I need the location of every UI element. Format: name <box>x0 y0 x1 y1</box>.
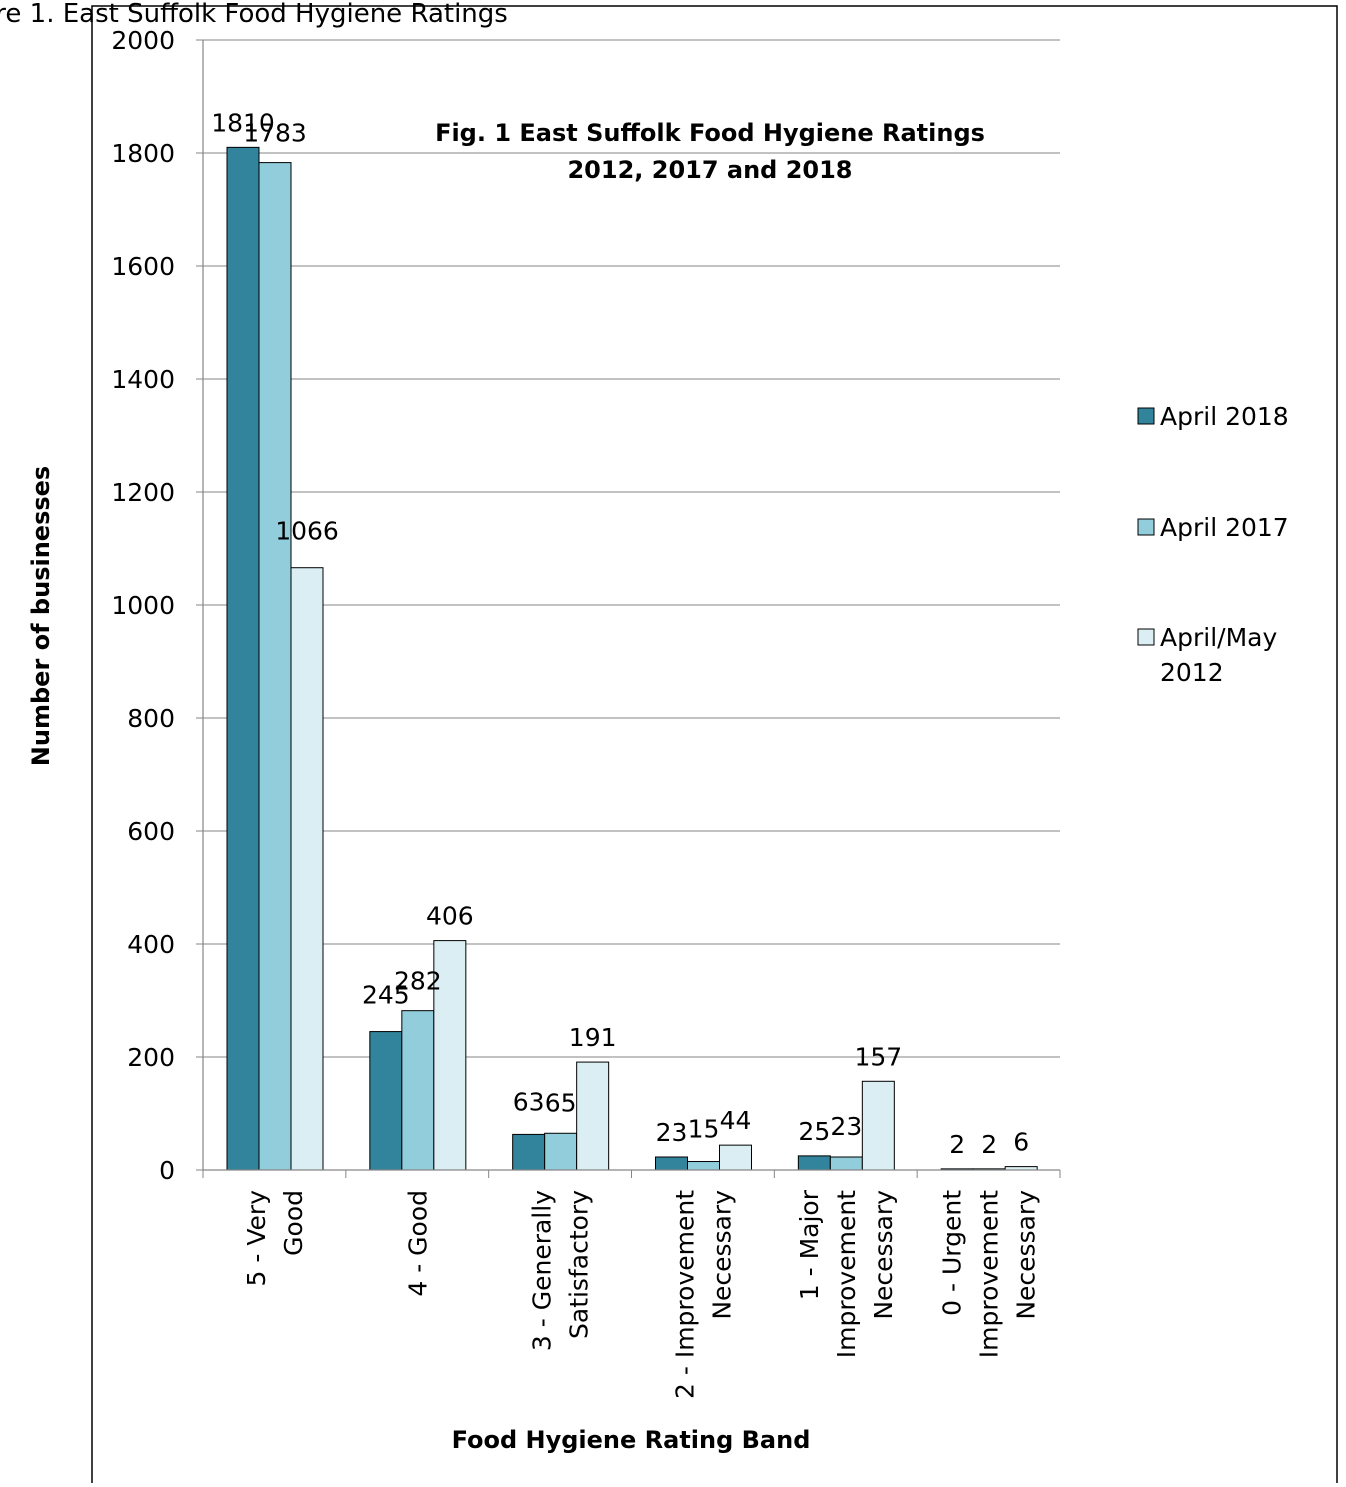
x-tick-label-1-line-0: 4 - Good <box>403 1190 432 1297</box>
data-label-april-2018-cat-1: 245 <box>362 981 410 1010</box>
legend-label-april-2017: April 2017 <box>1160 513 1289 542</box>
bar-april-2017-cat-0 <box>258 162 292 1171</box>
data-label-april-may-2012-cat-1: 406 <box>426 902 474 931</box>
chart-title-line1: Fig. 1 East Suffolk Food Hygiene Ratings <box>435 119 985 147</box>
bar-april-may-2012-cat-2 <box>576 1061 610 1171</box>
x-tick-label-4-line-0: 1 - Major <box>795 1189 824 1300</box>
gridlines <box>196 39 1060 1171</box>
y-tick-label-200: 200 <box>127 1043 175 1072</box>
bar-april-2017-cat-1 <box>401 1010 435 1171</box>
bar-april-2018-cat-0 <box>226 146 260 1171</box>
bar-april-2018-cat-2 <box>512 1133 546 1171</box>
data-label-april-may-2012-cat-0: 1066 <box>275 517 339 546</box>
legend-swatch-april-2018 <box>1137 407 1155 425</box>
data-label-april-may-2012-cat-5: 6 <box>1013 1128 1029 1157</box>
y-tick-label-600: 600 <box>127 817 175 846</box>
bar-april-may-2012-cat-4 <box>861 1080 895 1171</box>
bar-april-2018-cat-3 <box>655 1156 688 1171</box>
legend-label-april-may-2012-line-0: April/May <box>1160 623 1277 652</box>
y-axis-label: Number of businesses <box>27 466 55 766</box>
data-label-april-2017-cat-1: 282 <box>394 967 442 996</box>
legend-label-april-may-2012-line-1: 2012 <box>1160 658 1224 687</box>
data-label-april-2018-cat-3: 23 <box>656 1118 688 1147</box>
legend-swatch-april-may-2012 <box>1137 628 1155 646</box>
x-tick-label-5-line-0: 0 - Urgent <box>938 1190 967 1316</box>
data-label-april-2017-cat-3: 15 <box>688 1115 720 1144</box>
data-label-april-2018-cat-0: 1810 <box>211 108 275 137</box>
y-tick-label-800: 800 <box>127 704 175 733</box>
data-label-april-2017-cat-4: 23 <box>830 1112 862 1141</box>
bar-april-may-2012-cat-1 <box>433 940 467 1171</box>
x-tick-label-5-line-2: Necessary <box>1012 1190 1041 1320</box>
bar-april-2017-cat-3 <box>687 1161 720 1171</box>
data-label-april-2018-cat-2: 63 <box>513 1087 545 1116</box>
data-label-april-2018-cat-4: 25 <box>798 1117 830 1146</box>
x-tick-label-3-line-0: 2 - Improvement <box>670 1190 699 1399</box>
data-label-april-2017-cat-2: 65 <box>545 1088 577 1117</box>
data-label-april-2017-cat-5: 2 <box>981 1130 997 1159</box>
y-tick-label-0: 0 <box>159 1156 175 1185</box>
y-tick-label-1000: 1000 <box>111 591 175 620</box>
y-tick-label-1400: 1400 <box>111 365 175 394</box>
x-tick-label-0-line-1: Good <box>279 1190 308 1256</box>
legend-swatch-april-2017 <box>1137 518 1155 536</box>
data-label-april-2017-cat-0: 1783 <box>243 119 307 148</box>
x-tick-label-2-line-1: Satisfactory <box>565 1190 594 1339</box>
y-tick-label-400: 400 <box>127 930 175 959</box>
y-tick-label-1800: 1800 <box>111 139 175 168</box>
x-tick-label-2-line-0: 3 - Generally <box>528 1190 557 1351</box>
axes <box>202 40 1061 1178</box>
legend: April 2018 April 2017 April/May 2012 <box>1137 402 1289 687</box>
x-tick-label-3-line-1: Necessary <box>707 1190 736 1320</box>
bar-april-2017-cat-4 <box>829 1156 863 1171</box>
x-axis-label: Food Hygiene Rating Band <box>452 1426 811 1454</box>
bar-april-may-2012-cat-3 <box>719 1144 752 1171</box>
data-label-april-may-2012-cat-4: 157 <box>854 1042 902 1071</box>
x-tick-label-4-line-1: Improvement <box>832 1190 861 1358</box>
data-label-april-may-2012-cat-3: 44 <box>720 1106 752 1135</box>
bar-april-2018-cat-1 <box>369 1031 403 1171</box>
data-label-april-may-2012-cat-2: 191 <box>569 1023 617 1052</box>
bar-april-2018-cat-4 <box>797 1155 831 1171</box>
data-label-april-2018-cat-5: 2 <box>949 1130 965 1159</box>
top-caption: Figure 1. East Suffolk Food Hygiene Rati… <box>0 0 508 29</box>
x-tick-label-4-line-2: Necessary <box>869 1190 898 1320</box>
bar-april-may-2012-cat-0 <box>290 567 324 1171</box>
bar-april-2017-cat-2 <box>544 1132 578 1171</box>
x-tick-labels: 5 - Very Good 4 - Good 3 - Generally Satisfa… <box>242 1189 1041 1399</box>
x-tick-label-5-line-1: Improvement <box>975 1190 1004 1358</box>
y-tick-label-1200: 1200 <box>111 478 175 507</box>
bars <box>226 146 1038 1171</box>
x-tick-label-0-line-0: 5 - Very <box>242 1190 271 1287</box>
y-tick-label-2000: 2000 <box>111 26 175 55</box>
chart-title-line2: 2012, 2017 and 2018 <box>567 156 852 184</box>
legend-label-april-2018: April 2018 <box>1160 402 1289 431</box>
y-tick-labels: 0 200 400 600 800 1000 1200 1400 1600 1800 2000 <box>111 26 175 1185</box>
y-tick-label-1600: 1600 <box>111 252 175 281</box>
